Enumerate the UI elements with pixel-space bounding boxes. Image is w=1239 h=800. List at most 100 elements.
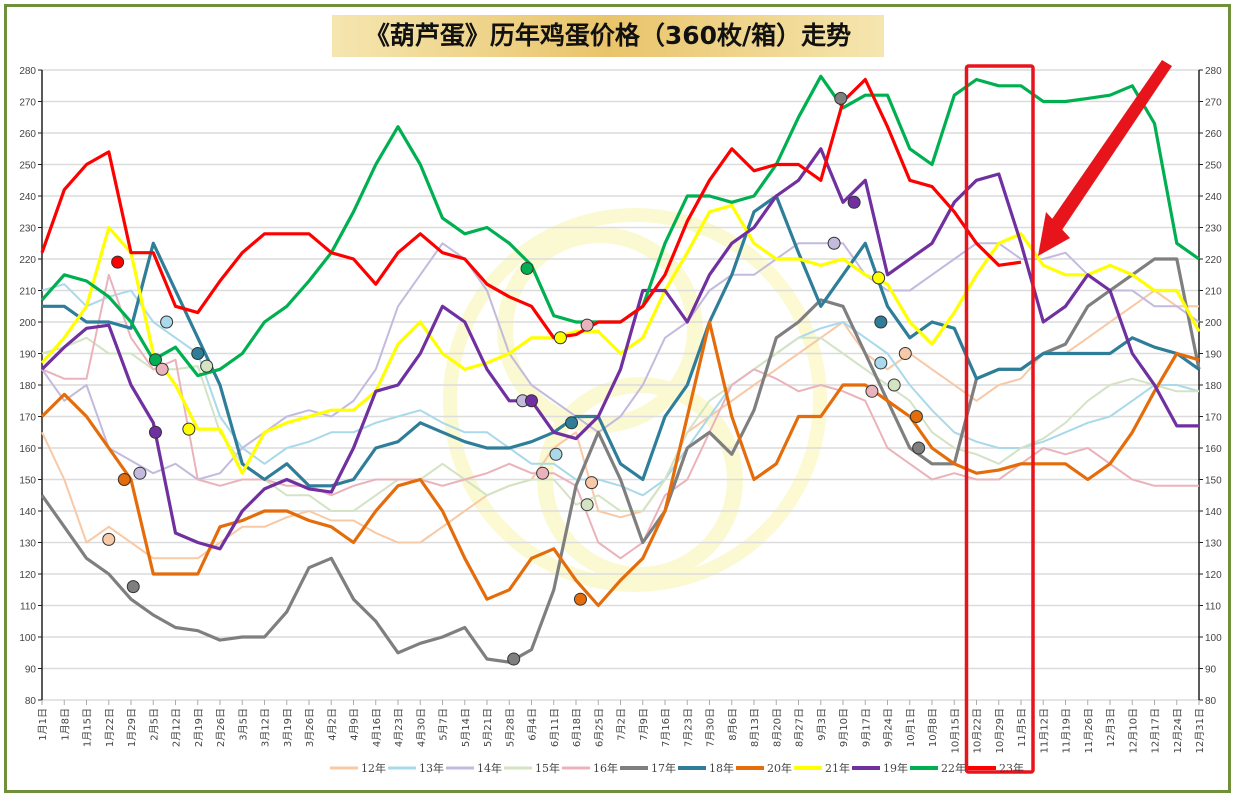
- y-tick-label-left: 130: [19, 539, 36, 550]
- x-tick-label: 5月28日: [504, 708, 516, 747]
- y-tick-label-right: 150: [1205, 476, 1222, 487]
- x-tick-label: 7月30日: [705, 708, 717, 747]
- year-start-marker: [874, 315, 888, 329]
- x-tick-label: 8月27日: [794, 708, 806, 747]
- year-start-marker: [200, 359, 214, 373]
- arrow-annotation: [1040, 60, 1172, 252]
- x-tick-label: 4月30日: [415, 708, 427, 747]
- series-line-14年: [41, 242, 1200, 481]
- year-start-marker: [874, 356, 888, 370]
- x-tick-label: 1月8日: [59, 708, 71, 741]
- x-tick-label: 3月19日: [282, 708, 294, 747]
- y-tick-label-left: 110: [20, 602, 36, 613]
- y-tick-label-left: 280: [19, 66, 36, 77]
- year-start-marker: [580, 318, 594, 332]
- x-tick-label: 6月11日: [549, 708, 561, 747]
- x-tick-label: 8月6日: [727, 708, 739, 741]
- y-tick-label-right: 230: [1205, 224, 1222, 235]
- x-tick-label: 1月1日: [37, 708, 49, 741]
- series-line-23年: [40, 77, 1022, 340]
- x-tick-label: 4月16日: [371, 708, 383, 747]
- x-tick-label: 12月17日: [1150, 708, 1162, 753]
- y-tick-label-left: 210: [19, 287, 36, 298]
- x-tick-label: 10月1日: [905, 708, 917, 747]
- chart-frame: [4, 4, 1231, 793]
- x-tick-label: 5月14日: [460, 708, 472, 747]
- year-start-marker: [155, 362, 169, 376]
- x-tick-label: 6月18日: [571, 708, 583, 747]
- x-tick-label: 1月22日: [104, 708, 116, 747]
- x-tick-label: 9月10日: [838, 708, 850, 747]
- year-start-marker: [148, 425, 162, 439]
- x-tick-label: 3月12日: [260, 708, 272, 747]
- x-tick-label: 12月3日: [1105, 708, 1117, 747]
- x-tick-label: 2月19日: [193, 708, 205, 747]
- series-line-22年: [40, 74, 1200, 378]
- year-start-marker: [827, 236, 841, 250]
- x-tick-label: 12月31日: [1194, 708, 1206, 753]
- y-tick-label-left: 260: [19, 129, 36, 140]
- x-tick-label: 12月10日: [1127, 708, 1139, 753]
- watermark-ring: [497, 227, 703, 433]
- y-tick-label-left: 230: [19, 224, 36, 235]
- x-tick-label: 9月17日: [860, 708, 872, 747]
- x-tick-label: 3月5日: [237, 708, 249, 741]
- year-start-marker: [565, 416, 579, 430]
- y-tick-label-right: 220: [1205, 255, 1222, 266]
- year-start-marker: [126, 580, 140, 594]
- x-tick-label: 11月12日: [1038, 708, 1050, 753]
- y-tick-label-right: 280: [1205, 66, 1222, 77]
- arrow-head: [1038, 212, 1070, 256]
- y-tick-label-right: 190: [1205, 350, 1222, 361]
- legend-label: 13年: [419, 761, 444, 775]
- year-start-marker: [834, 91, 848, 105]
- y-tick-label-right: 170: [1205, 413, 1222, 424]
- y-tick-label-left: 180: [19, 381, 36, 392]
- year-start-marker: [133, 466, 147, 480]
- legend-label: 12年: [361, 761, 386, 775]
- y-tick-label-right: 100: [1205, 633, 1222, 644]
- year-start-marker: [549, 447, 563, 461]
- x-tick-label: 10月22日: [972, 708, 984, 753]
- x-tick-label: 8月13日: [749, 708, 761, 747]
- y-tick-label-left: 250: [19, 161, 36, 172]
- y-tick-label-right: 250: [1205, 161, 1222, 172]
- x-tick-label: 10月15日: [949, 708, 961, 753]
- y-tick-label-left: 90: [25, 665, 37, 676]
- year-start-marker: [898, 347, 912, 360]
- y-tick-label-left: 160: [19, 444, 36, 455]
- year-start-marker: [111, 255, 125, 269]
- year-start-marker: [912, 441, 926, 455]
- legend-label: 20年: [767, 761, 792, 775]
- y-tick-label-left: 200: [19, 318, 36, 329]
- x-tick-label: 7月16日: [660, 708, 672, 747]
- x-tick-label: 2月12日: [171, 708, 183, 747]
- y-tick-label-left: 80: [25, 696, 37, 707]
- y-tick-label-right: 270: [1205, 98, 1222, 109]
- year-start-marker: [191, 347, 205, 360]
- y-tick-label-right: 260: [1205, 129, 1222, 140]
- y-tick-label-left: 170: [19, 413, 36, 424]
- year-start-marker: [507, 652, 521, 666]
- y-tick-label-right: 200: [1205, 318, 1222, 329]
- x-tick-label: 6月4日: [527, 708, 539, 741]
- watermark-logo: [443, 208, 827, 592]
- x-tick-label: 11月26日: [1083, 708, 1095, 753]
- chart-title: 《葫芦蛋》历年鸡蛋价格（360枚/箱）走势: [332, 15, 884, 57]
- year-start-marker: [887, 378, 901, 392]
- y-tick-label-right: 240: [1205, 192, 1222, 203]
- y-tick-label-right: 160: [1205, 444, 1222, 455]
- x-tick-label: 1月29日: [126, 708, 138, 747]
- year-start-marker: [102, 532, 116, 546]
- y-tick-label-right: 110: [1205, 602, 1221, 613]
- series-line-16年: [41, 273, 1199, 560]
- year-start-marker: [872, 271, 886, 285]
- x-tick-label: 4月23日: [393, 708, 405, 747]
- year-start-marker: [536, 466, 550, 480]
- x-tick-label: 10月29日: [994, 708, 1006, 753]
- legend-label: 23年: [999, 761, 1024, 775]
- x-tick-label: 1月15日: [82, 708, 94, 747]
- y-tick-label-right: 120: [1205, 570, 1222, 581]
- y-tick-label-right: 80: [1205, 696, 1217, 707]
